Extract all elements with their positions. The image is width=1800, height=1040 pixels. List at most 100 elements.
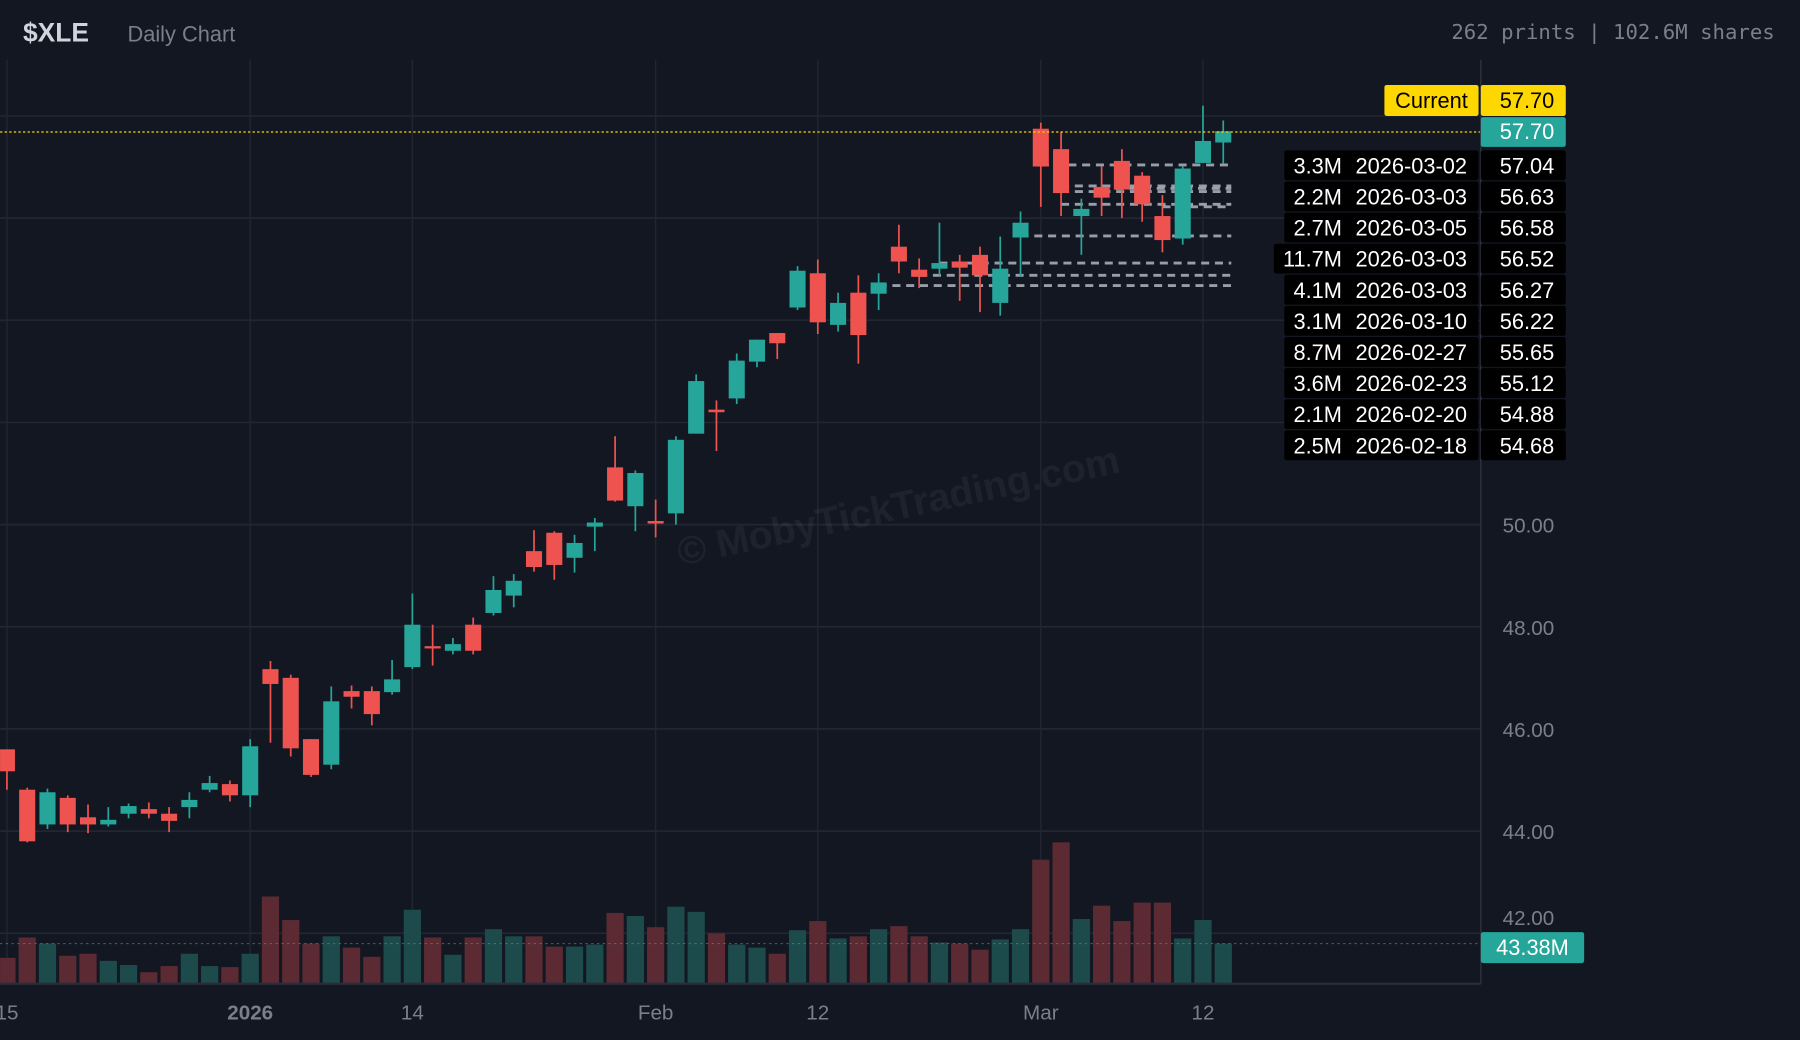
volume-bar (971, 949, 989, 984)
print-price-box (1480, 337, 1566, 367)
print-date: 2026-03-03 (1356, 247, 1468, 272)
candle (1093, 166, 1110, 217)
print-label-row: 2.7M 2026-03-05 56.58 (1284, 212, 1566, 243)
volume-bar (18, 937, 36, 984)
candle-body (870, 282, 887, 294)
candle (201, 775, 218, 793)
candle (1073, 198, 1090, 255)
candle (59, 795, 76, 833)
print-label-box (1284, 337, 1479, 367)
candle-body (221, 784, 238, 796)
print-date: 2026-02-27 (1356, 340, 1468, 365)
volume-bar (1093, 905, 1111, 984)
price-tick-label: 48.00 (1503, 617, 1555, 640)
volume-bar (586, 944, 604, 984)
volume-bar (505, 936, 523, 984)
candle (769, 333, 786, 360)
print-label-row: 3.6M 2026-02-23 55.12 (1284, 368, 1566, 398)
volume-bar (221, 967, 239, 984)
volume-bar (261, 896, 280, 984)
print-label-row: 3.3M 2026-03-02 57.04 (1284, 150, 1566, 181)
candle (546, 531, 563, 580)
volume-bar (1011, 929, 1030, 984)
candle (627, 470, 644, 532)
print-date: 2026-03-03 (1356, 184, 1468, 209)
print-price-box (1480, 150, 1566, 181)
candle-body (1113, 160, 1130, 190)
candle (505, 574, 522, 608)
candle (363, 686, 380, 726)
candle (1012, 211, 1029, 277)
volume-bar (565, 946, 584, 984)
print-size: 2.1M (1293, 402, 1341, 427)
time-axis[interactable]: 15 2026 14 Feb 12 Mar 12 (0, 1001, 1214, 1024)
candle-body (789, 270, 806, 308)
candle-body (911, 269, 928, 277)
volume-average-label: 43.38M (1480, 932, 1585, 964)
candle (971, 246, 989, 313)
candle-body (242, 746, 259, 796)
last-price-box (1480, 117, 1566, 147)
print-date: 2026-02-23 (1356, 371, 1468, 396)
volume-bar (1214, 943, 1232, 984)
candle-body (363, 691, 380, 715)
candle (708, 400, 725, 452)
candle (566, 534, 583, 573)
candle-body (485, 589, 502, 613)
volume-bar (38, 943, 57, 984)
ticker-title: $XLE (23, 17, 89, 47)
candle-body (120, 806, 137, 814)
candle (1154, 195, 1171, 253)
print-label-row: 2.1M 2026-02-20 54.88 (1284, 399, 1566, 430)
volume-bar (849, 936, 867, 984)
time-tick-label: 15 (0, 1001, 18, 1024)
print-date: 2026-03-10 (1356, 309, 1468, 334)
print-date: 2026-03-03 (1356, 278, 1468, 303)
volume-bar (768, 953, 786, 984)
volume-bar (606, 912, 624, 984)
candle (262, 660, 279, 743)
candle (19, 787, 36, 843)
candle (120, 803, 137, 819)
print-price: 55.12 (1500, 371, 1555, 396)
candle-body (708, 409, 725, 413)
time-tick-label: 14 (401, 1001, 424, 1024)
last-price-text: 57.70 (1500, 119, 1555, 144)
candle-body (1215, 131, 1232, 143)
candle (525, 530, 543, 572)
volume-bar (302, 943, 320, 984)
candle (850, 275, 867, 364)
candle (1113, 149, 1130, 219)
candle-body (302, 739, 320, 775)
volume-bar (1174, 938, 1192, 984)
volume-bar (1052, 842, 1070, 984)
candle (444, 637, 461, 655)
candle (607, 436, 624, 502)
volume-bar (383, 936, 401, 984)
candle (181, 792, 198, 819)
candle (140, 802, 157, 819)
candle-body (140, 809, 157, 814)
candle (1174, 166, 1191, 245)
candle (0, 749, 15, 790)
time-tick-label: 2026 (227, 1001, 273, 1024)
print-price: 56.22 (1500, 309, 1555, 334)
price-axis[interactable]: 50.00 48.00 46.00 44.00 42.00 (1503, 515, 1555, 931)
print-label-row: 11.7M 2026-03-03 56.52 (1273, 243, 1566, 274)
print-size: 3.1M (1293, 309, 1341, 334)
candle (951, 254, 968, 301)
candle-body (769, 333, 786, 344)
print-price: 56.27 (1500, 278, 1555, 303)
print-price: 54.88 (1500, 402, 1555, 427)
print-price: 54.68 (1500, 433, 1555, 458)
price-tick-label: 50.00 (1503, 515, 1555, 538)
candle (688, 374, 705, 434)
volume-bar (910, 936, 928, 984)
price-tick-label: 44.00 (1503, 821, 1555, 844)
candle-body (525, 551, 543, 567)
print-date: 2026-02-20 (1356, 402, 1468, 427)
print-label-box (1284, 212, 1479, 243)
print-date: 2026-03-02 (1356, 153, 1468, 178)
candle (728, 353, 745, 405)
